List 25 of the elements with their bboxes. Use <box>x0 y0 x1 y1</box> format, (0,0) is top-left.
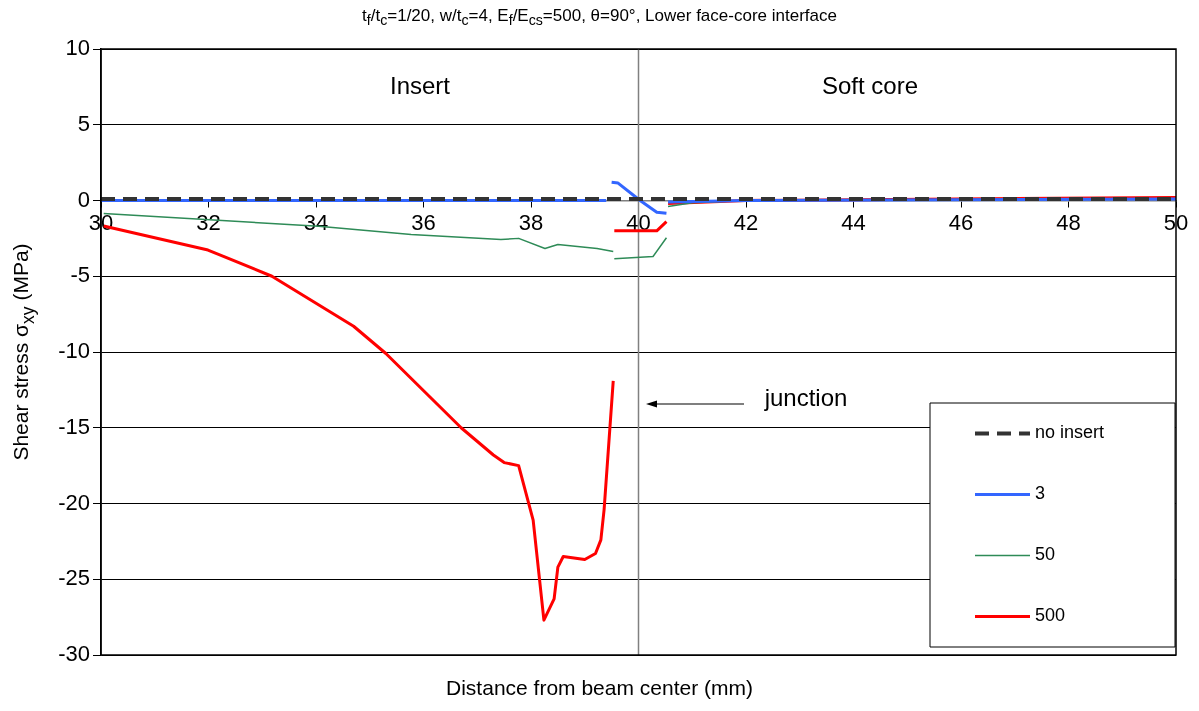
y-tick-label: 10 <box>65 35 90 61</box>
annotation: Soft core <box>821 72 919 100</box>
y-tick-label: 5 <box>77 110 90 136</box>
legend-label: 500 <box>1035 605 1066 626</box>
y-tick-label: -25 <box>58 565 90 591</box>
legend-label: no insert <box>1035 422 1105 443</box>
x-tick-label: 42 <box>733 209 759 235</box>
y-tick-label: 0 <box>77 186 90 212</box>
y-tick-label: -15 <box>58 413 90 439</box>
annotation: junction <box>764 384 848 412</box>
x-tick-label: 36 <box>411 209 436 235</box>
x-tick-label: 40 <box>626 209 651 235</box>
y-tick-label: -5 <box>70 262 90 288</box>
y-tick-label: -20 <box>58 489 90 515</box>
legend-label: 50 <box>1035 544 1056 565</box>
x-tick-label: 44 <box>841 209 866 235</box>
x-tick-label: 46 <box>948 209 974 235</box>
x-tick-label: 38 <box>518 209 544 235</box>
y-tick-label: -10 <box>58 338 90 364</box>
y-tick-label: -30 <box>58 641 90 667</box>
chart-title: t$_{f}$/t$_{c}$=1/20, w/t$_{c}$=4, E$_{f}$/E$_{cs}$=500, θ=90°, Lower face-core interface <box>362 6 837 29</box>
x-axis-title: Distance from beam center (mm) <box>445 676 754 700</box>
x-tick-label: 48 <box>1056 209 1081 235</box>
annotation: Insert <box>389 72 451 100</box>
legend-label: 3 <box>1035 483 1046 504</box>
